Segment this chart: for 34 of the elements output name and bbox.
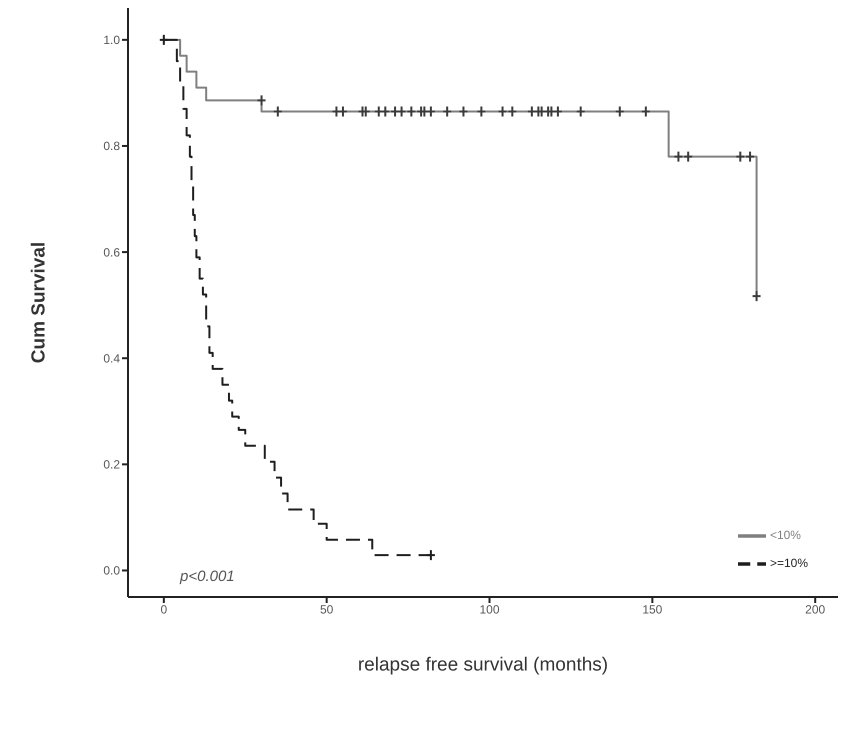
point — [406, 105, 416, 118]
point — [640, 105, 651, 118]
point — [683, 150, 694, 163]
y-tick-label: 0.0 — [103, 564, 120, 578]
x-tick-label: 0 — [160, 602, 168, 617]
y-tick-label: 0.8 — [103, 139, 120, 154]
point — [256, 94, 267, 106]
x-tick-label: 200 — [805, 602, 826, 617]
point — [498, 105, 508, 118]
x-tick-label: 50 — [320, 602, 334, 617]
annotation: p<0.001 — [180, 568, 235, 585]
point — [442, 105, 452, 118]
point — [426, 549, 436, 562]
point — [745, 150, 756, 163]
point — [752, 290, 762, 302]
point — [272, 105, 283, 118]
point — [476, 105, 486, 118]
point — [158, 34, 169, 46]
point — [576, 105, 586, 118]
x-tick-label: 100 — [480, 602, 500, 617]
y-tick-label: 0.6 — [103, 245, 120, 260]
legend-label: <10% — [770, 528, 801, 542]
x-axis-title: relapse free survival (months) — [358, 654, 608, 676]
point — [735, 150, 746, 163]
point — [614, 105, 625, 118]
point — [507, 105, 518, 118]
y-tick-label: 0.4 — [103, 351, 120, 366]
x-tick-label: 150 — [642, 602, 663, 617]
point — [673, 150, 684, 163]
point — [458, 105, 468, 118]
y-tick-label: 0.2 — [103, 458, 120, 472]
y-axis-title: Cum Survival — [28, 242, 50, 364]
legend-label: >=10% — [770, 556, 808, 570]
y-tick-label: 1.0 — [103, 33, 120, 48]
